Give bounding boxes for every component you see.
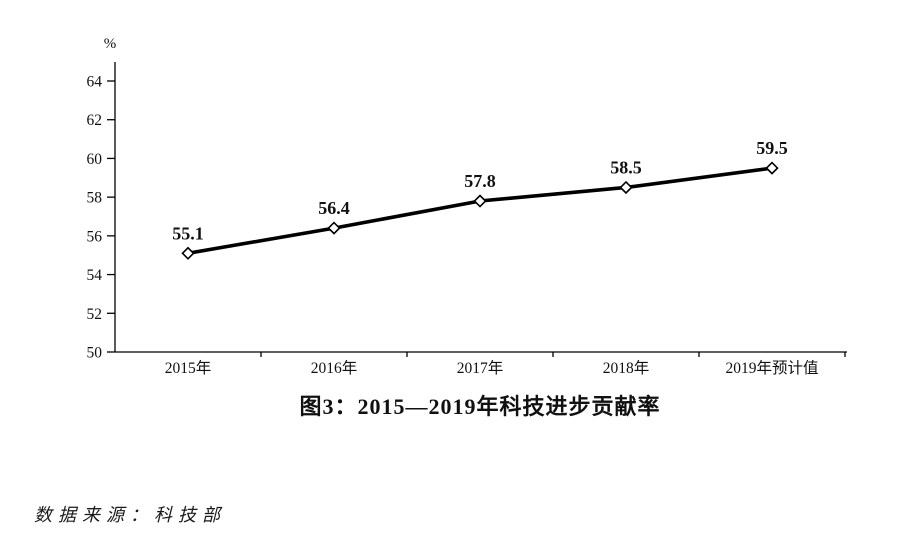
data-point-label: 59.5 — [756, 138, 788, 158]
data-point-label: 55.1 — [172, 223, 204, 243]
data-point-marker — [473, 194, 487, 208]
data-point-label: 56.4 — [318, 198, 350, 218]
x-axis-label: 2017年 — [457, 359, 504, 377]
data-point-label: 58.5 — [610, 157, 642, 177]
line-chart: % 50 52 54 56 58 60 62 64 2015年 2016年 2017年 2018年 201… — [87, 36, 847, 377]
y-axis-tick-label: 54 — [87, 267, 103, 284]
data-point-marker — [765, 161, 779, 175]
y-axis-tick-label: 56 — [87, 228, 103, 245]
y-axis-tick-label: 52 — [87, 306, 103, 323]
y-axis-unit-label: % — [104, 36, 117, 52]
x-axis-label: 2018年 — [603, 359, 650, 377]
y-axis-tick-label: 64 — [87, 74, 103, 91]
data-point-marker — [619, 180, 633, 195]
data-point-marker — [327, 221, 341, 235]
figure-caption: 图3：2015—2019年科技进步贡献率 — [299, 394, 661, 419]
y-axis-tick-label: 60 — [87, 151, 103, 168]
x-axis-label: 2015年 — [165, 359, 212, 377]
x-axis-label: 2016年 — [311, 359, 358, 377]
data-source-note: 数据来源：科技部 — [34, 505, 226, 525]
line-chart-canvas: % 50 52 54 56 58 60 62 64 2015年 2016年 2017年 2018年 201… — [87, 36, 847, 377]
y-axis-tick-label: 58 — [87, 190, 103, 207]
y-axis-tick-label: 50 — [87, 345, 103, 362]
data-point-marker — [181, 246, 195, 260]
data-point-label: 57.8 — [464, 171, 496, 191]
x-axis-label: 2019年预计值 — [725, 359, 818, 377]
y-axis-tick-label: 62 — [87, 112, 103, 129]
